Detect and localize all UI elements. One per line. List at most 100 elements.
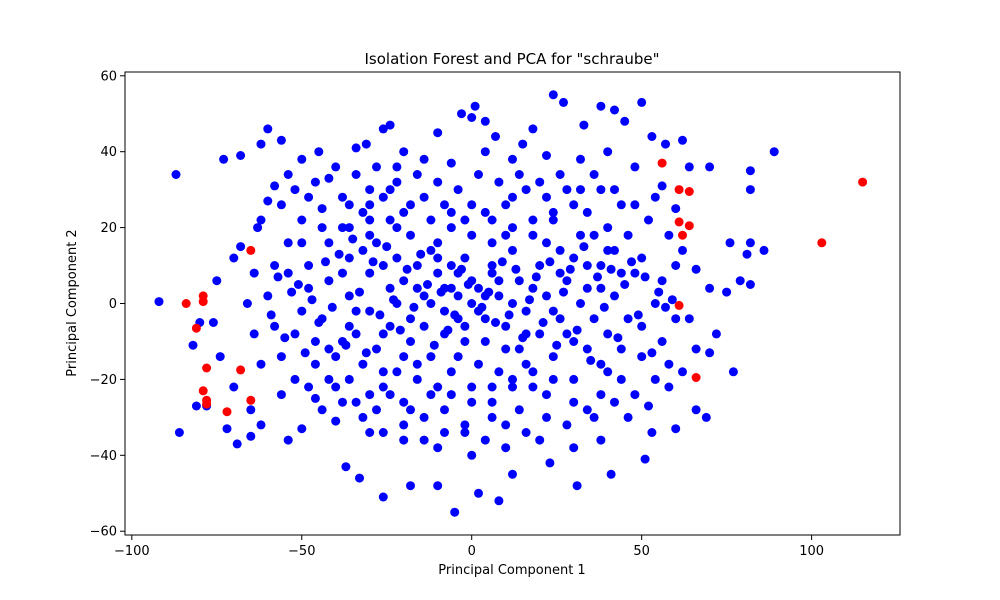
normal-point-81 — [236, 242, 246, 252]
normal-point-253 — [542, 412, 551, 422]
normal-point-15 — [314, 147, 324, 157]
normal-point-224 — [358, 207, 368, 217]
normal-point-282 — [474, 170, 483, 179]
normal-point-62 — [508, 469, 517, 479]
normal-point-215 — [542, 192, 551, 202]
normal-point-366 — [392, 223, 402, 233]
normal-point-373 — [596, 261, 606, 270]
normal-point-325 — [365, 268, 375, 278]
normal-point-154 — [426, 352, 436, 362]
normal-point-393 — [409, 302, 419, 312]
normal-point-230 — [310, 337, 320, 346]
normal-point-299 — [426, 299, 436, 308]
normal-point-129 — [358, 245, 368, 255]
normal-point-344 — [365, 215, 375, 225]
normal-point-105 — [691, 344, 701, 354]
normal-point-348 — [487, 382, 497, 392]
normal-point-206 — [514, 344, 524, 354]
normal-point-312 — [467, 230, 477, 240]
normal-point-279 — [412, 170, 422, 179]
normal-point-429 — [287, 287, 297, 297]
normal-point-316 — [501, 344, 511, 354]
normal-point-36 — [647, 132, 657, 141]
normal-point-214 — [562, 185, 572, 195]
normal-point-412 — [593, 272, 602, 282]
normal-point-231 — [331, 352, 341, 362]
normal-point-285 — [535, 177, 545, 187]
normal-point-166 — [419, 412, 429, 422]
normal-point-413 — [341, 340, 351, 350]
normal-point-122 — [270, 321, 280, 331]
normal-point-39 — [684, 162, 694, 172]
normal-point-369 — [569, 397, 579, 407]
x-tick-label-3: 50 — [633, 544, 650, 559]
normal-point-17 — [361, 139, 371, 149]
normal-point-232 — [351, 329, 361, 339]
normal-point-384 — [497, 257, 507, 267]
normal-point-95 — [542, 151, 551, 160]
normal-point-277 — [372, 162, 381, 172]
anomaly-point-3 — [674, 185, 684, 195]
normal-point-143 — [644, 215, 653, 225]
anomaly-point-16 — [198, 386, 208, 396]
normal-point-220 — [440, 200, 449, 210]
anomaly-point-13 — [198, 297, 208, 307]
normal-point-125 — [283, 238, 293, 248]
normal-point-144 — [630, 268, 640, 278]
normal-point-321 — [399, 352, 409, 362]
normal-point-99 — [657, 181, 667, 191]
normal-point-256 — [480, 435, 490, 445]
normal-point-294 — [664, 359, 674, 369]
normal-point-176 — [650, 299, 660, 308]
normal-point-407 — [361, 348, 371, 358]
normal-point-273 — [290, 185, 300, 195]
normal-point-222 — [399, 207, 409, 217]
normal-point-226 — [317, 223, 327, 233]
normal-point-0 — [154, 297, 164, 307]
normal-point-28 — [528, 124, 538, 134]
y-tick-label-3: 0 — [109, 297, 117, 312]
normal-point-297 — [610, 397, 619, 407]
normal-point-390 — [518, 333, 528, 343]
normal-point-163 — [358, 359, 368, 369]
normal-point-84 — [270, 181, 280, 191]
normal-point-197 — [331, 382, 341, 392]
normal-point-160 — [304, 261, 314, 270]
normal-point-1 — [171, 170, 181, 179]
normal-point-107 — [664, 382, 674, 392]
normal-point-167 — [440, 405, 449, 415]
normal-point-336 — [528, 215, 538, 225]
axes: −100 −50 0 50 100 −60 −40 −20 0 20 40 60 — [90, 69, 824, 559]
normal-point-76 — [215, 352, 225, 362]
normal-point-24 — [470, 101, 480, 111]
normal-point-103 — [705, 283, 715, 293]
normal-point-318 — [460, 337, 470, 346]
normal-point-264 — [317, 405, 327, 415]
normal-point-404 — [565, 264, 575, 274]
normal-point-115 — [433, 443, 443, 453]
normal-point-192 — [344, 253, 354, 263]
normal-point-79 — [212, 276, 222, 286]
normal-point-283 — [494, 177, 504, 187]
normal-point-204 — [474, 359, 483, 369]
normal-point-159 — [324, 276, 334, 286]
normal-point-48 — [735, 276, 745, 286]
normal-point-360 — [487, 268, 497, 278]
normal-point-202 — [433, 382, 443, 392]
normal-point-329 — [392, 253, 402, 263]
normal-point-178 — [637, 253, 647, 263]
normal-point-171 — [542, 390, 551, 400]
normal-point-113 — [501, 443, 511, 453]
normal-point-130 — [378, 261, 388, 270]
normal-point-12 — [263, 124, 273, 134]
normal-point-426 — [640, 272, 650, 282]
normal-point-227 — [297, 238, 307, 248]
normal-point-156 — [385, 321, 395, 331]
normal-point-287 — [576, 185, 585, 195]
anomaly-point-6 — [684, 221, 694, 231]
normal-point-145 — [610, 291, 619, 301]
normal-point-411 — [348, 234, 358, 244]
normal-point-314 — [548, 306, 558, 316]
normal-point-100 — [671, 204, 681, 214]
